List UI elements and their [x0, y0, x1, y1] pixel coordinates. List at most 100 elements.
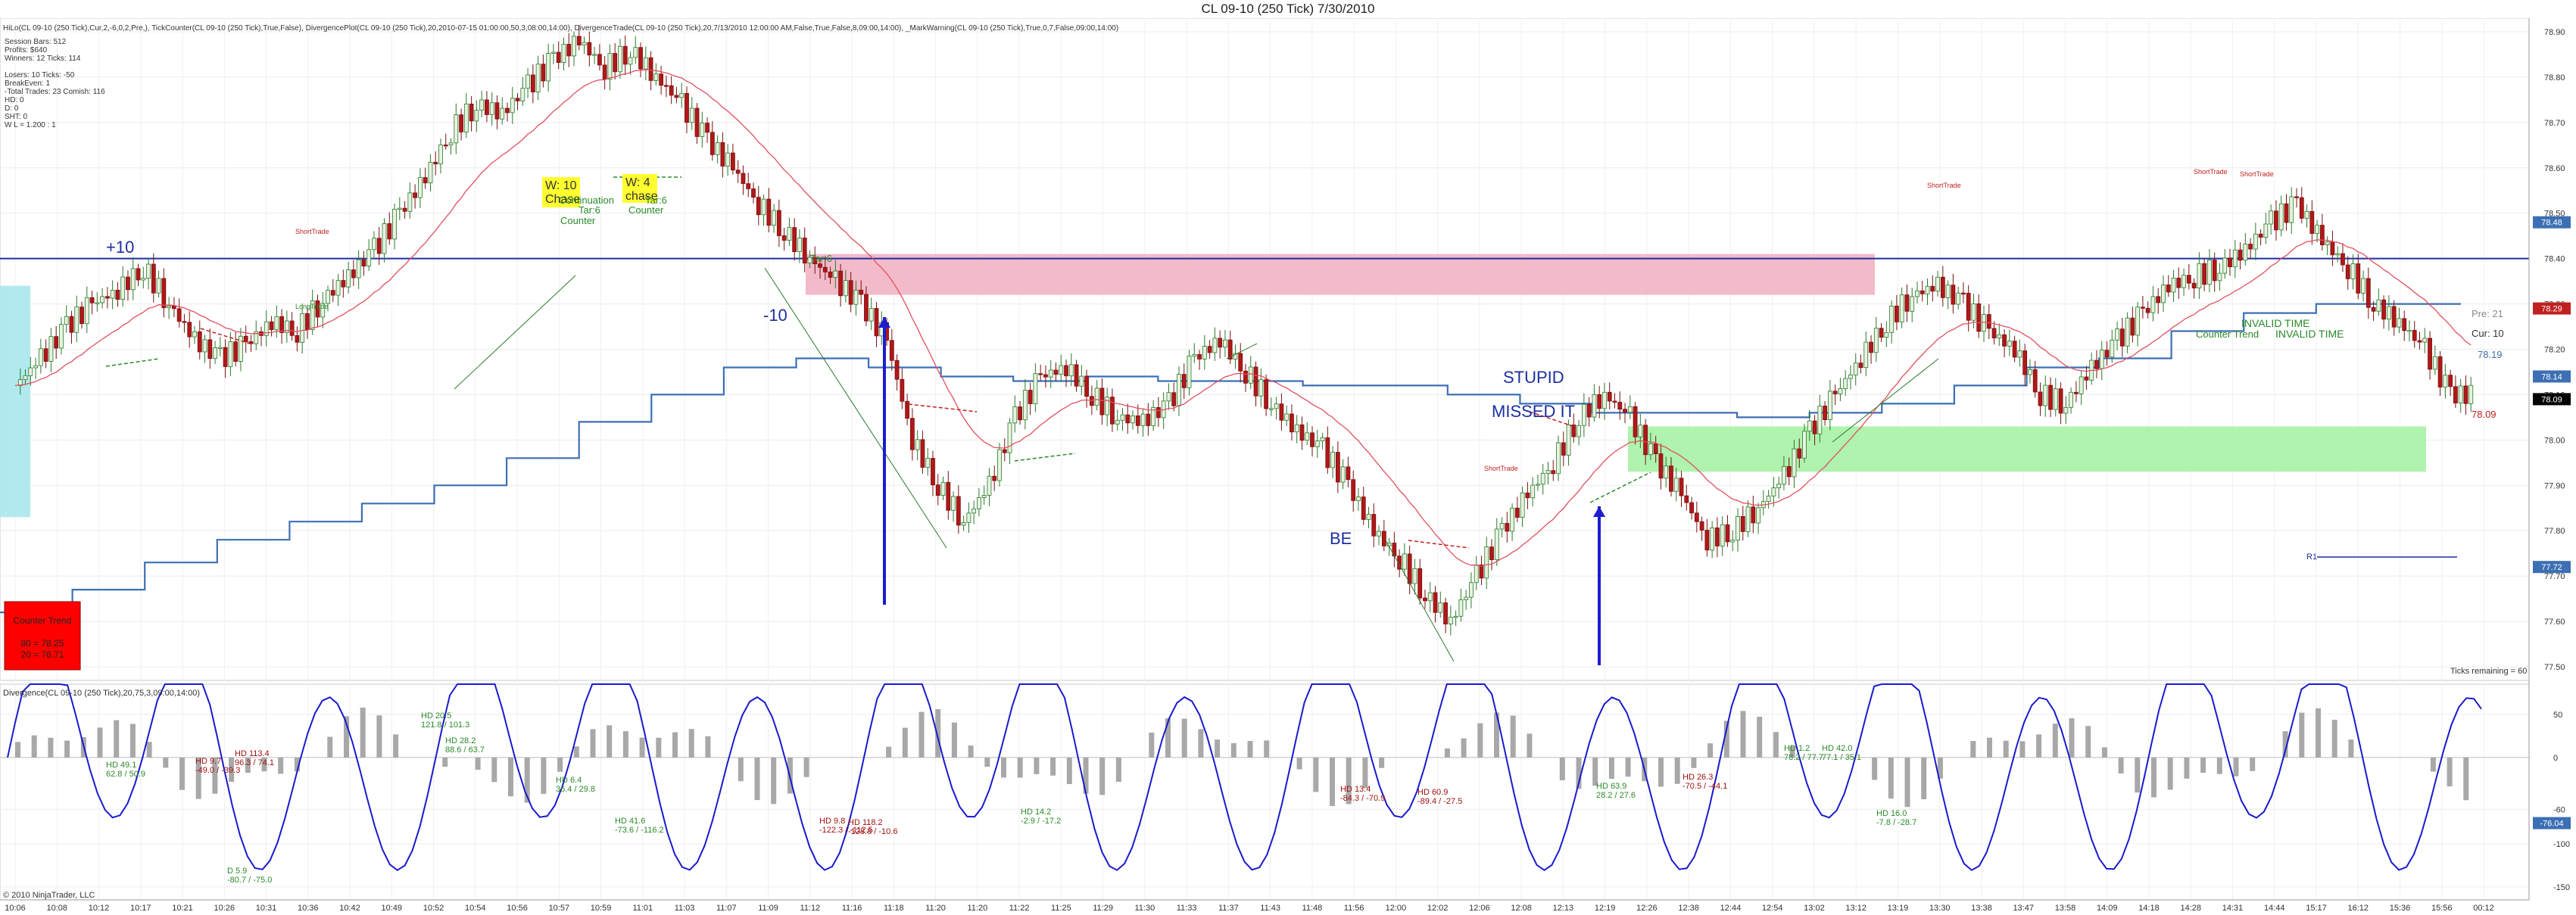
divergence-bar — [1149, 732, 1155, 758]
candle — [1305, 432, 1310, 441]
divergence-bar — [97, 727, 103, 758]
time-tick-label: 13:58 — [2055, 904, 2076, 913]
candle — [474, 110, 479, 122]
divergence-bar — [1921, 757, 1927, 800]
hd-label: HD 16.0 — [1876, 809, 1907, 818]
candle — [1571, 425, 1576, 437]
divergence-bar — [902, 727, 908, 758]
candle — [95, 302, 100, 304]
candle — [566, 44, 572, 57]
oscillator-panel[interactable] — [0, 683, 2530, 901]
copyright: © 2010 NinjaTrader, LLC — [3, 891, 95, 900]
candle — [1458, 599, 1464, 617]
candle — [2202, 263, 2207, 285]
candle — [1551, 470, 1556, 475]
divergence-bar — [2331, 720, 2337, 758]
candle — [515, 98, 520, 101]
divergence-bar — [2216, 757, 2222, 774]
candle — [438, 145, 443, 165]
candle — [602, 64, 607, 80]
candle — [510, 98, 515, 114]
candle — [187, 322, 192, 338]
divergence-bar — [1510, 715, 1516, 758]
divergence-bar — [2447, 757, 2453, 787]
candle — [2038, 391, 2043, 406]
candle — [2207, 260, 2212, 285]
candle — [326, 290, 330, 304]
candle — [1751, 506, 1756, 524]
candle — [1340, 466, 1346, 483]
candle — [1736, 515, 1740, 541]
candle — [417, 177, 423, 198]
candle — [2058, 388, 2063, 414]
candle — [2228, 257, 2232, 267]
divergence-bar — [672, 732, 678, 758]
candle — [1930, 285, 1935, 292]
trendline — [1226, 343, 1258, 359]
candle — [1002, 449, 1007, 453]
candle — [110, 289, 115, 299]
candle — [2156, 296, 2161, 303]
candle — [1146, 413, 1151, 426]
candle — [812, 257, 818, 264]
candle — [2365, 278, 2371, 308]
candle — [2361, 278, 2365, 294]
candle — [1397, 556, 1402, 570]
candle — [2278, 203, 2284, 231]
candle — [1125, 414, 1131, 424]
candle — [1238, 353, 1243, 372]
candle — [182, 321, 187, 323]
candle — [1597, 394, 1602, 409]
candle — [997, 449, 1002, 481]
candle — [1884, 331, 1889, 338]
candle — [1115, 419, 1120, 425]
candle — [1120, 414, 1125, 421]
candle — [485, 99, 489, 115]
trendline — [1832, 358, 1939, 443]
candle — [382, 223, 387, 254]
divergence-bar — [2348, 739, 2354, 758]
time-tick-label: 10:52 — [423, 904, 444, 913]
hd-label: HD 118.2 — [848, 818, 883, 827]
divergence-bar — [327, 736, 333, 758]
divergence-bar — [2250, 757, 2256, 771]
candle — [1904, 294, 1910, 312]
counter-label-b: Counter — [628, 204, 664, 216]
candle — [1469, 582, 1474, 598]
hd-sublabel: 36.4 / 29.8 — [556, 785, 595, 794]
chart-svg[interactable]: HD 49.162.8 / 50.9 HD 9.7-49.0 / -39.3 HD … — [0, 18, 2576, 915]
candle — [69, 316, 74, 333]
candle — [1669, 465, 1673, 492]
price-tick-label: 78.90 — [2544, 28, 2565, 37]
counter-trend-20: 20 = 76.71 — [20, 649, 64, 660]
candle — [1018, 406, 1022, 421]
divergence-bar — [2167, 757, 2173, 790]
candle — [541, 64, 546, 82]
candle — [1633, 406, 1638, 437]
candle — [705, 123, 709, 133]
candle — [746, 183, 751, 189]
divergence-bar — [1099, 757, 1106, 795]
target-label-c: Tar:6 — [810, 253, 832, 264]
candle — [2115, 328, 2119, 341]
candle — [361, 259, 366, 266]
candle — [1653, 443, 1658, 455]
price-tick-label: 78.70 — [2544, 119, 2565, 128]
candle — [1099, 387, 1105, 415]
candle — [1012, 406, 1018, 424]
candle — [459, 114, 463, 132]
divergence-bar — [918, 711, 925, 758]
divergence-bar — [360, 707, 366, 758]
time-tick-label: 11:25 — [1051, 904, 1071, 913]
candle — [248, 341, 254, 344]
candle — [1197, 353, 1202, 359]
candle — [1320, 437, 1325, 441]
candle — [171, 305, 176, 310]
candle — [761, 198, 766, 216]
candle — [2397, 318, 2402, 328]
candle — [981, 495, 987, 498]
candle — [1592, 394, 1597, 418]
time-tick-label: 11:48 — [1302, 904, 1323, 913]
divergence-bar — [195, 757, 201, 799]
candle — [776, 210, 781, 236]
